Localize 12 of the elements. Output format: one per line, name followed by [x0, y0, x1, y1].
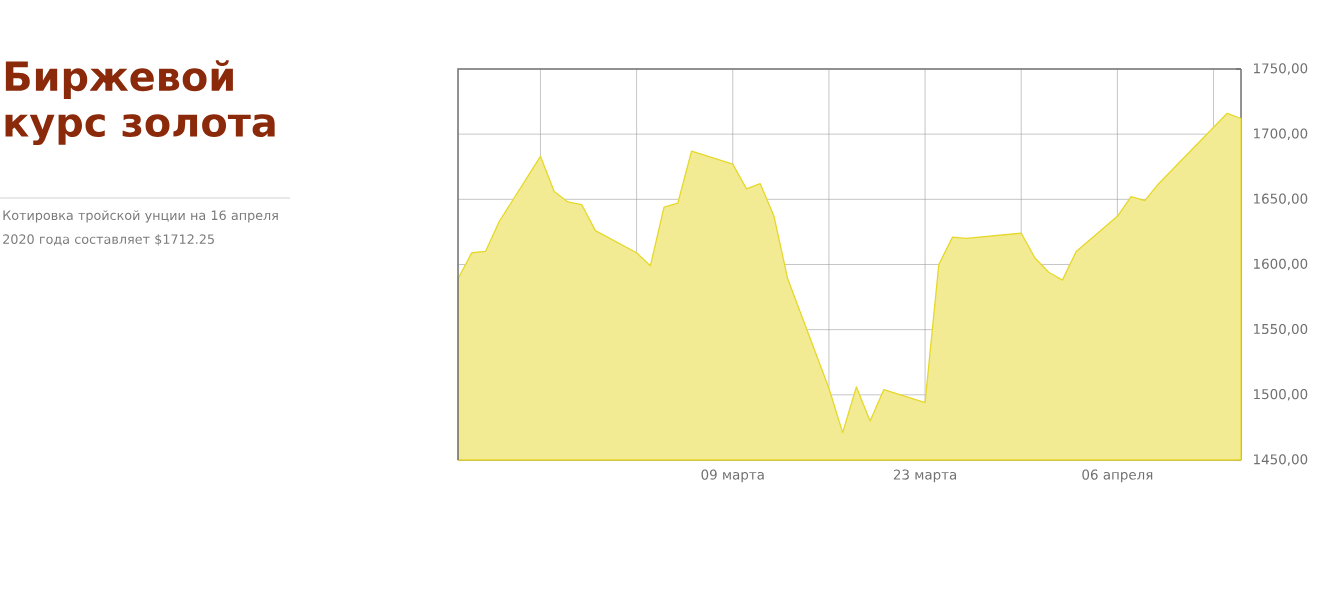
x-tick-label: 09 марта	[701, 469, 764, 483]
y-tick-label: 1500,00	[1254, 389, 1308, 401]
y-tick-label: 1600,00	[1254, 258, 1308, 271]
x-tick-label: 06 апреля	[1082, 469, 1153, 483]
chart-title: Биржевой курс золота	[5, 60, 275, 146]
y-tick-label: 1700,00	[1254, 128, 1308, 140]
y-tick-label: 1750,00	[1254, 63, 1308, 75]
y-tick-label: 1650,00	[1254, 193, 1308, 206]
x-tick-label: 23 марта	[893, 469, 957, 483]
y-tick-label: 1450,00	[1254, 454, 1308, 466]
y-tick-label: 1550,00	[1254, 323, 1308, 336]
text: Котировка тройской унции на 16 апреля 2020 года составляет $1712.25	[3, 210, 278, 246]
